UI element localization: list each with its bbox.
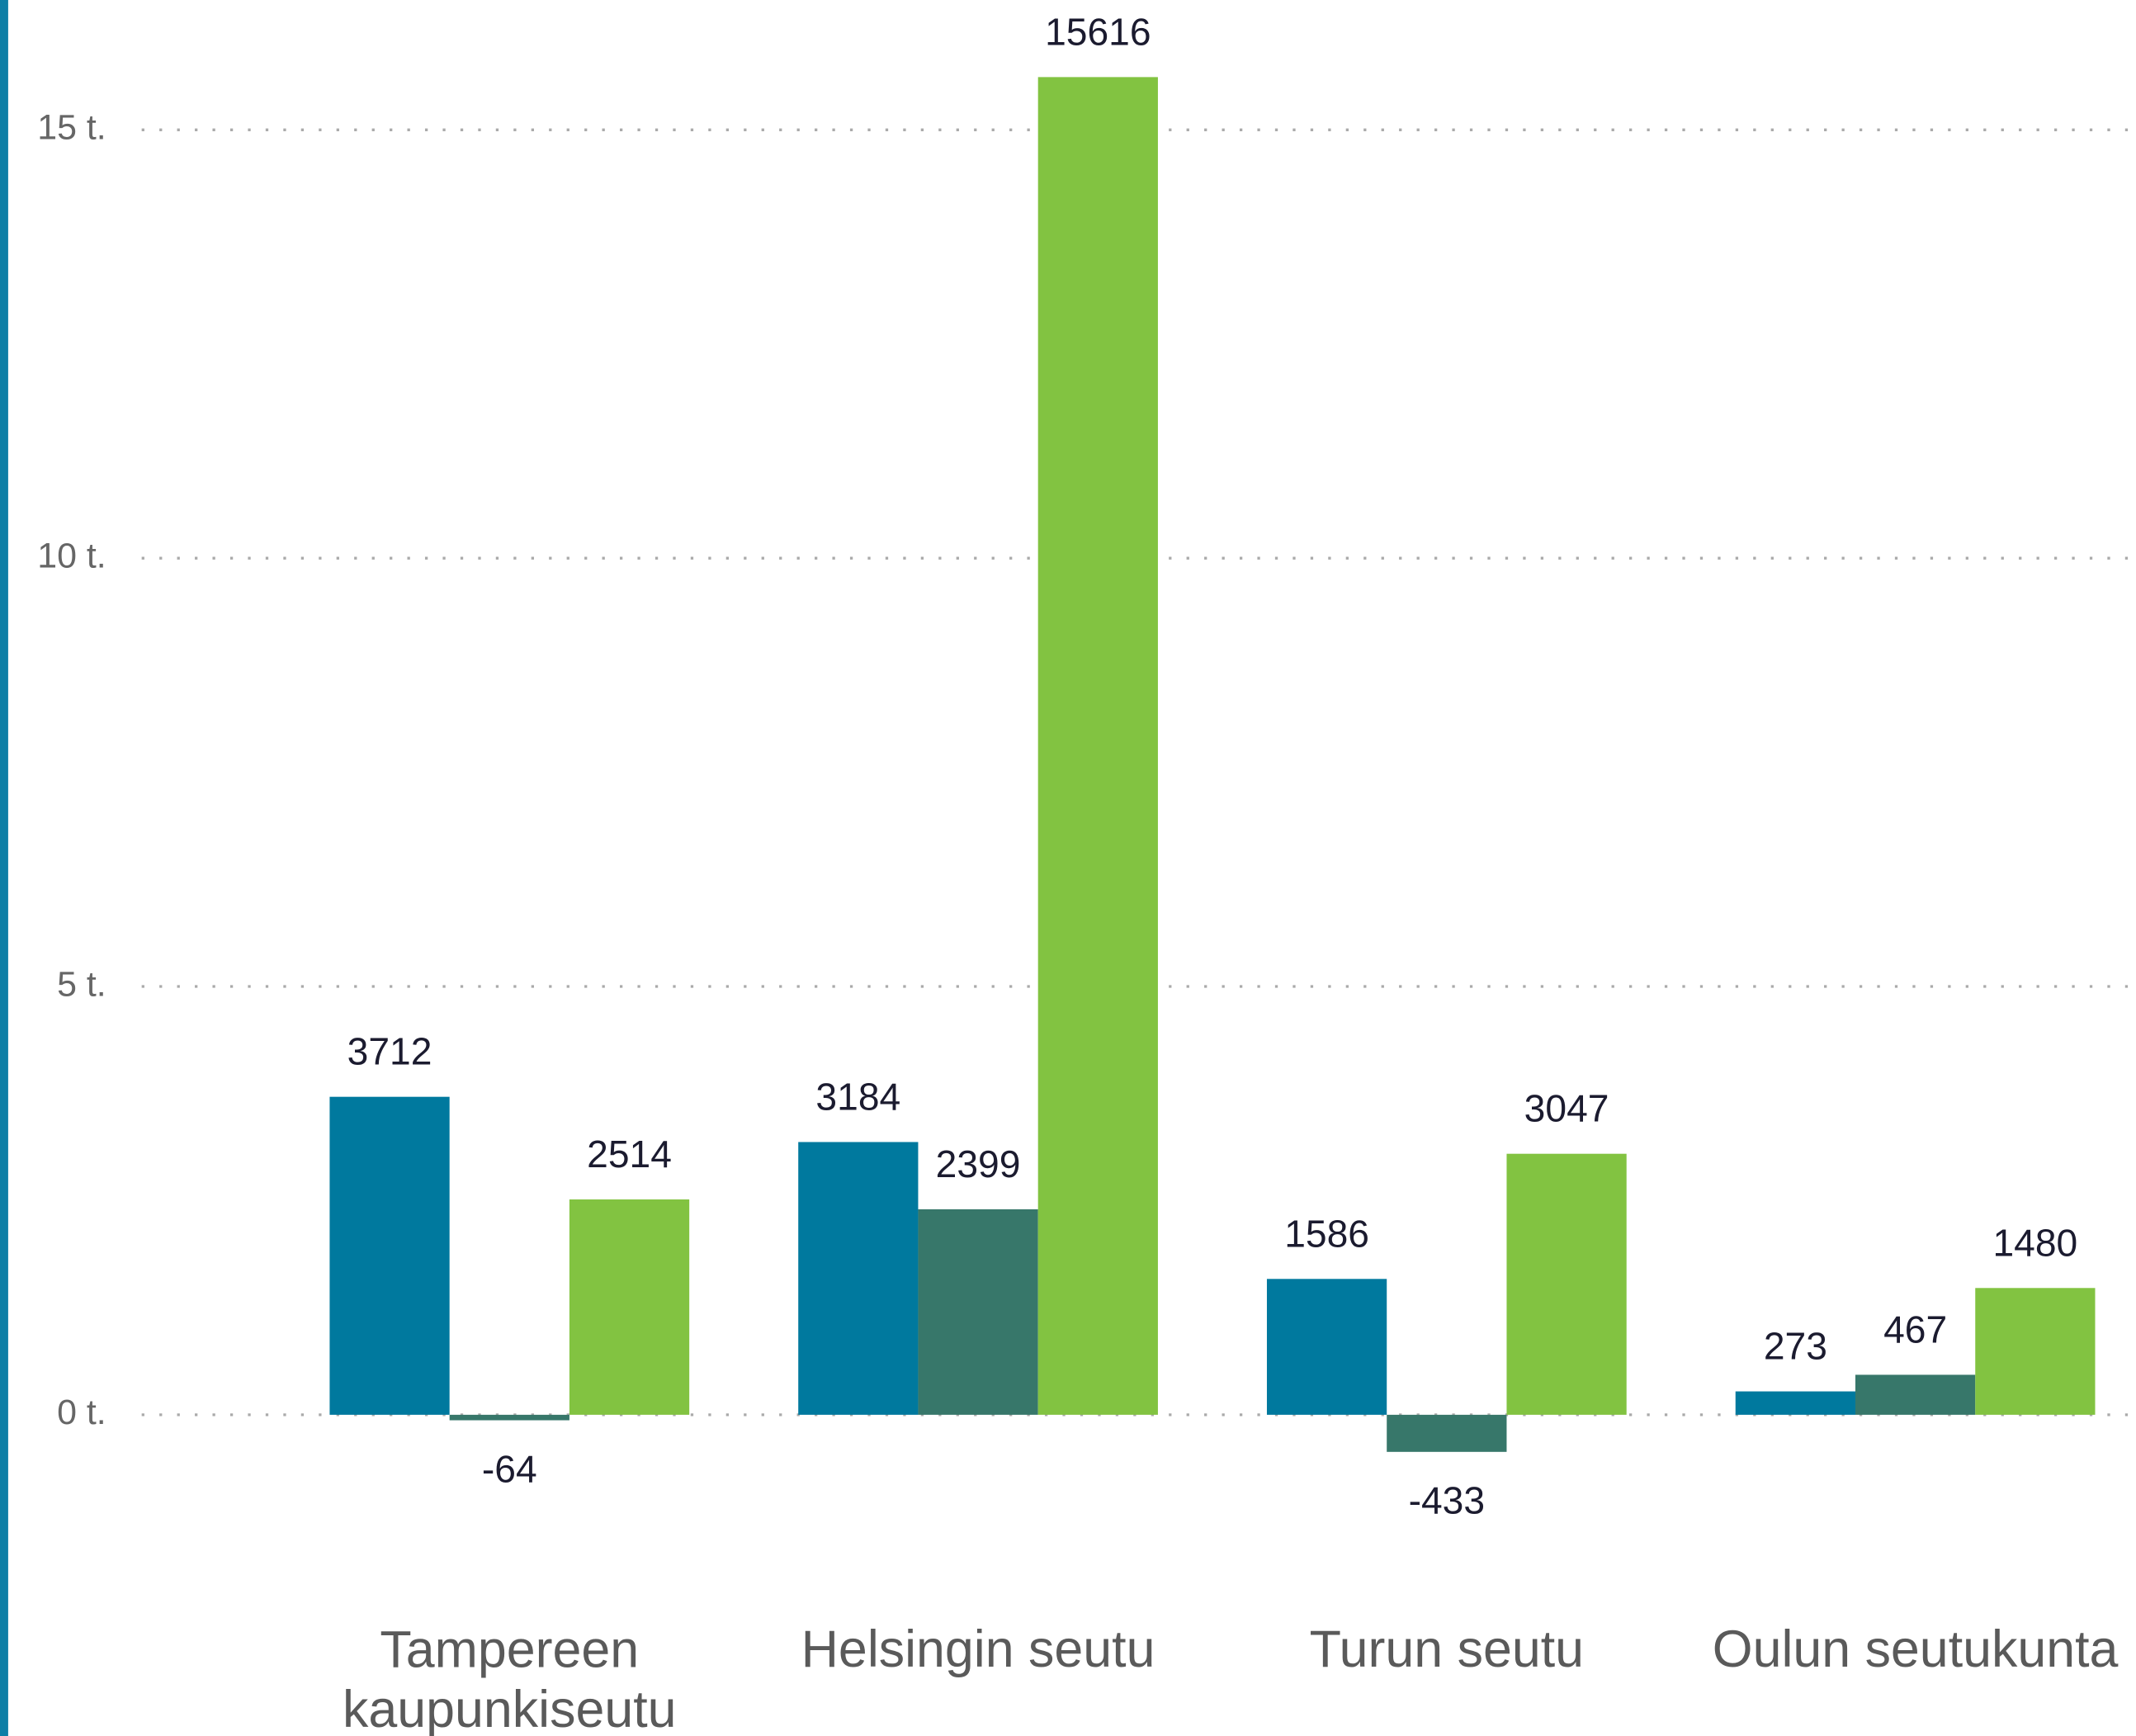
value-label: 273 <box>1764 1325 1827 1368</box>
value-label: 1480 <box>1992 1221 2077 1264</box>
value-label: 3712 <box>347 1030 432 1073</box>
x-tick-label-line: Tampereen <box>380 1620 639 1678</box>
x-tick-label: Tampereen kaupunkiseutu <box>343 1620 676 1736</box>
bar <box>449 1414 569 1421</box>
value-label: 467 <box>1883 1308 1947 1350</box>
y-tick-label: 15 t. <box>37 108 106 148</box>
bar <box>1735 1391 1855 1415</box>
bar <box>1855 1374 1976 1415</box>
value-label: 2399 <box>936 1142 1021 1185</box>
value-label: -64 <box>482 1447 537 1490</box>
y-tick-label: 10 t. <box>37 536 106 575</box>
y-tick-label: 5 t. <box>57 964 106 1004</box>
value-label: 15616 <box>1045 10 1151 53</box>
bar <box>569 1199 690 1415</box>
x-tick-label-line: kaupunkiseutu <box>343 1680 676 1736</box>
bar <box>798 1142 919 1415</box>
x-tick-label: Helsingin seutu <box>801 1620 1155 1678</box>
y-tick-label: 0 t. <box>57 1393 106 1432</box>
bar <box>329 1096 450 1415</box>
bar <box>1975 1288 2096 1415</box>
value-label: 3184 <box>815 1076 900 1119</box>
value-label: 2514 <box>587 1133 672 1175</box>
bar <box>1037 77 1158 1415</box>
bar <box>918 1209 1038 1415</box>
bar <box>1266 1279 1387 1415</box>
value-label: 3047 <box>1524 1087 1609 1130</box>
x-tick-label: Oulun seutukunta <box>1713 1620 2119 1678</box>
x-tick-label: Turun seutu <box>1310 1620 1584 1678</box>
bar <box>1506 1153 1627 1415</box>
bar <box>1387 1414 1507 1452</box>
value-label: 1586 <box>1284 1212 1369 1255</box>
left-accent <box>0 0 8 1736</box>
value-label: -433 <box>1409 1479 1485 1522</box>
